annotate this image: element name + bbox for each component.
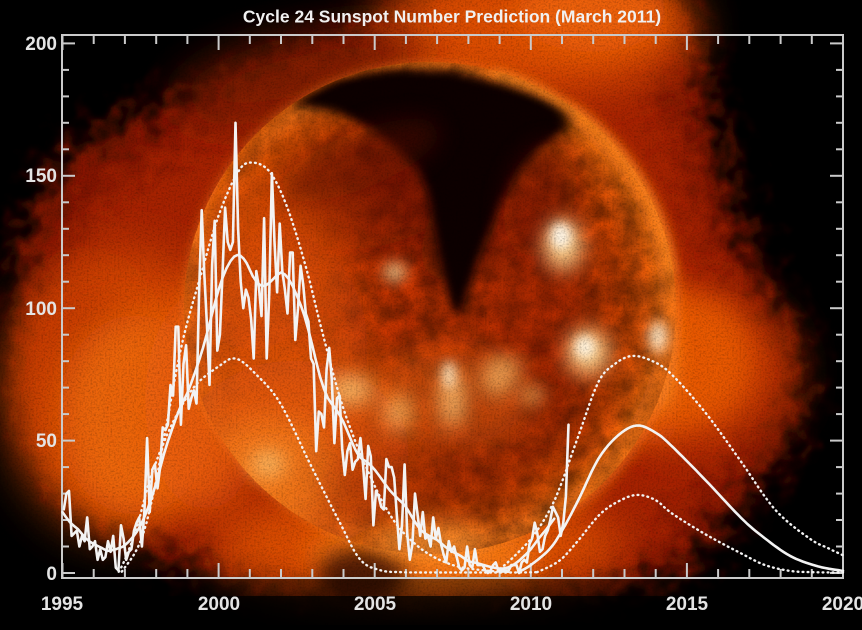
svg-text:2000: 2000 [198, 594, 240, 615]
svg-text:1995: 1995 [41, 594, 84, 615]
svg-text:50: 50 [36, 431, 57, 452]
svg-text:0: 0 [46, 564, 57, 585]
svg-text:2010: 2010 [510, 594, 552, 615]
svg-text:200: 200 [25, 34, 57, 55]
svg-text:100: 100 [25, 299, 57, 320]
svg-text:150: 150 [25, 166, 57, 187]
svg-text:2005: 2005 [354, 594, 397, 615]
svg-text:2015: 2015 [666, 594, 709, 615]
svg-text:Cycle 24 Sunspot Number Predic: Cycle 24 Sunspot Number Prediction (Marc… [243, 7, 661, 27]
svg-text:2020: 2020 [822, 594, 862, 615]
